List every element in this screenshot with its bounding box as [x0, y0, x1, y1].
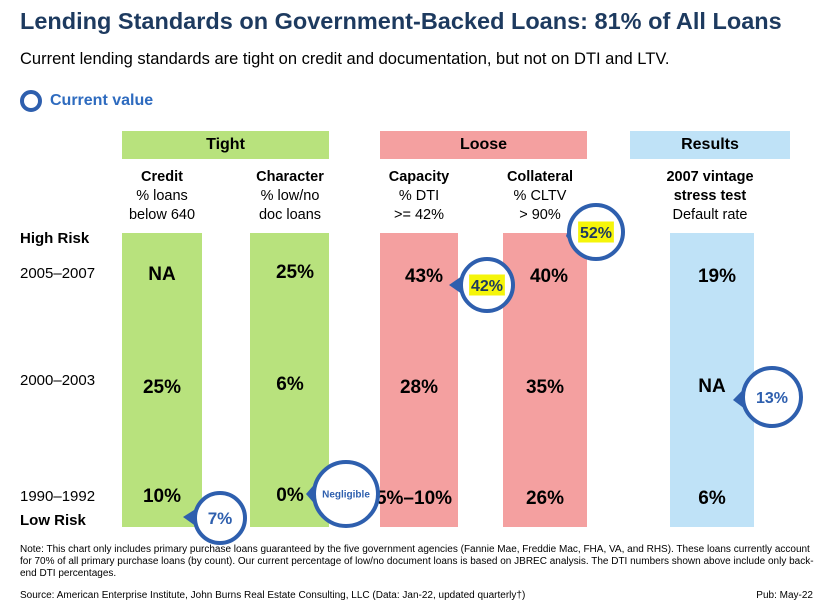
collateral-column-bar [503, 233, 587, 527]
row-label: 1990–1992 [20, 488, 96, 505]
cell-value: 5%–10% [375, 488, 453, 509]
cell-value: 35% [525, 377, 565, 398]
callout-label: 13% [756, 390, 788, 407]
current-value-callout: 13% [733, 366, 803, 428]
group-header-results: Results [630, 131, 790, 159]
cell-value: 10% [142, 486, 182, 507]
column-subtitle: doc loans [258, 207, 322, 223]
column-title: Credit [141, 169, 183, 185]
column-subtitle: below 640 [128, 207, 196, 223]
cell-value: 19% [697, 266, 737, 287]
cell-value: 0% [276, 485, 304, 506]
column-header-credit: Credit % loans below 640 [82, 168, 242, 225]
source-line: Source: American Enterprise Institute, J… [20, 590, 526, 601]
column-header-stress-test: 2007 vintage stress test Default rate [630, 168, 790, 225]
callout-ring [312, 460, 380, 528]
cell-value: 40% [529, 266, 569, 287]
row-label: 2000–2003 [20, 372, 96, 389]
column-header-character: Character % low/no doc loans [210, 168, 370, 225]
group-header-tight: Tight [122, 131, 329, 159]
page-title: Lending Standards on Government-Backed L… [20, 8, 782, 34]
low-risk-label: Low Risk [20, 512, 86, 529]
cell-value: 26% [525, 488, 565, 509]
column-subtitle: % CLTV [513, 188, 567, 204]
column-header-capacity: Capacity % DTI >= 42% [339, 168, 499, 225]
cell-value: 25% [275, 262, 315, 283]
high-risk-label: High Risk [20, 230, 90, 247]
current-value-callout: 52% [566, 203, 625, 261]
column-title: 2007 vintage [666, 169, 754, 185]
cell-value: NA [148, 264, 176, 285]
callout-highlight [578, 221, 614, 243]
callout-highlight [469, 274, 505, 296]
callout-ring [741, 366, 803, 428]
capacity-column-bar [380, 233, 458, 527]
cell-value: 43% [404, 266, 444, 287]
column-subtitle: % DTI [398, 188, 440, 204]
column-subtitle: > 90% [519, 207, 561, 223]
character-column-bar [250, 233, 329, 527]
credit-column-bar [122, 233, 202, 527]
page-subtitle: Current lending standards are tight on c… [20, 50, 670, 68]
callout-label: 7% [208, 509, 233, 528]
column-title: Capacity [388, 169, 450, 185]
column-title: Collateral [506, 169, 574, 185]
callout-label: Negligible [322, 490, 370, 501]
cell-value: NA [698, 376, 726, 397]
cell-value: 6% [276, 374, 304, 395]
column-subtitle: % loans [136, 188, 188, 204]
publication-date: Pub: May-22 [756, 590, 813, 601]
column-subtitle: stress test [673, 188, 747, 204]
row-label: 2005–2007 [20, 265, 96, 282]
callout-ring [193, 491, 247, 545]
cell-value: 28% [399, 377, 439, 398]
current-value-ring-icon [20, 90, 42, 112]
group-header-loose: Loose [380, 131, 587, 159]
legend: Current value [20, 90, 153, 112]
callout-label: 52% [580, 225, 612, 242]
stress-test-column-bar [670, 233, 754, 527]
cell-value: 25% [142, 377, 182, 398]
column-title: Character [256, 169, 324, 185]
current-value-callout: Negligible [306, 460, 380, 528]
cell-value: 6% [698, 488, 726, 509]
legend-label: Current value [50, 92, 154, 109]
current-value-callout: 7% [183, 491, 247, 545]
current-value-callout: 42% [449, 257, 515, 313]
callout-pointer [449, 275, 463, 295]
column-subtitle: >= 42% [394, 207, 444, 223]
callout-label: 42% [471, 278, 503, 295]
column-header-collateral: Collateral % CLTV > 90% [460, 168, 620, 225]
column-subtitle: % low/no [260, 188, 320, 204]
footnote: Note: This chart only includes primary p… [20, 544, 814, 579]
column-subtitle: Default rate [672, 207, 748, 223]
